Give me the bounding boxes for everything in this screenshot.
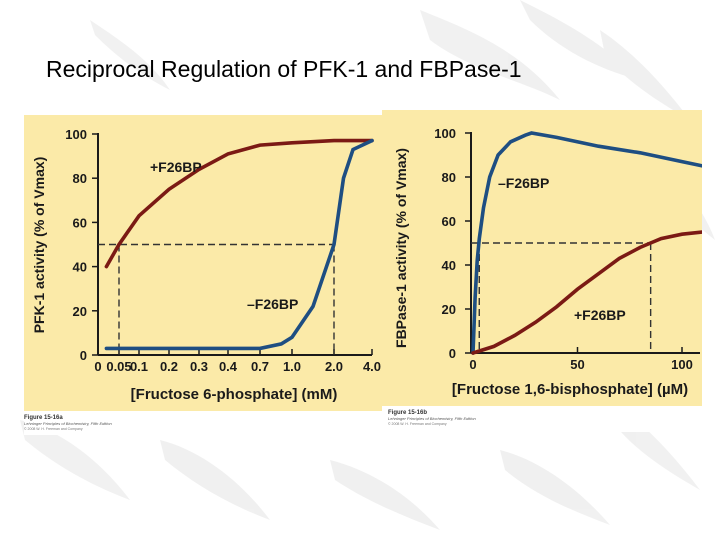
plot-background: [382, 110, 702, 406]
figure-source: Lehninger Principles of Biochemistry, Fi…: [24, 421, 113, 426]
y-tick-label: 20: [442, 302, 456, 317]
y-tick-label: 20: [73, 304, 87, 319]
y-tick-label: 80: [442, 170, 456, 185]
y-tick-label: 40: [442, 258, 456, 273]
series-label-plus-f26bp: +F26BP: [150, 159, 202, 175]
y-tick-label: 40: [73, 260, 87, 275]
y-tick-label: 100: [65, 127, 87, 142]
caption-strip: [382, 406, 702, 432]
series-line-plus-f26bp: [471, 230, 702, 355]
y-tick-label: 60: [442, 214, 456, 229]
x-tick-label: 0.1: [130, 359, 148, 374]
x-tick-label: 50: [570, 357, 584, 372]
series-line-plus-f26bp: [104, 138, 374, 269]
x-tick-label: 4.0: [363, 359, 381, 374]
x-tick-label: 0.3: [190, 359, 208, 374]
figure-label: Figure 15-16a: [24, 415, 63, 421]
fbpase1-activity-chart: FBPase-1 activity (% of Vmax) 0 20 40 60 80 1…: [382, 110, 702, 432]
figure-label: Figure 15-16b: [388, 410, 427, 416]
series-label-minus-f26bp: –F26BP: [247, 296, 298, 312]
series-label-plus-f26bp: +F26BP: [574, 307, 626, 323]
series-line-minus-f26bp: [471, 131, 702, 355]
series-line-minus-f26bp: [104, 138, 374, 351]
x-tick-label: 2.0: [325, 359, 343, 374]
figure-copyright: © 2008 W. H. Freeman and Company: [388, 422, 447, 426]
x-tick-label: 0: [469, 357, 476, 372]
y-tick-label: 0: [80, 348, 87, 363]
pfk1-activity-chart: PFK-1 activity (% of Vmax) 020406080100 …: [24, 115, 386, 435]
series-label-minus-f26bp: –F26BP: [498, 175, 549, 191]
x-tick-label: 0.4: [219, 359, 238, 374]
y-axis-label: FBPase-1 activity (% of Vmax): [393, 148, 409, 348]
y-tick-label: 0: [449, 346, 456, 361]
y-axis-label: PFK-1 activity (% of Vmax): [31, 157, 47, 334]
x-axis-label: [Fructose 6-phosphate] (mM): [131, 386, 338, 403]
x-axis-label: [Fructose 1,6-bisphosphate] (µM): [452, 381, 688, 398]
figure-copyright: © 2008 W. H. Freeman and Company: [24, 427, 83, 431]
x-tick-label: 0.05: [106, 359, 131, 374]
x-tick-label: 1.0: [283, 359, 301, 374]
x-tick-label: 100: [671, 357, 693, 372]
x-tick-label: 0.2: [160, 359, 178, 374]
y-tick-label: 80: [73, 171, 87, 186]
y-tick-label: 60: [73, 215, 87, 230]
caption-strip: [24, 411, 386, 435]
x-tick-label: 0: [94, 359, 101, 374]
figure-source: Lehninger Principles of Biochemistry, Fi…: [388, 416, 477, 421]
y-tick-label: 100: [434, 126, 456, 141]
slide-title: Reciprocal Regulation of PFK-1 and FBPas…: [46, 56, 522, 82]
x-tick-label: 0.7: [251, 359, 269, 374]
